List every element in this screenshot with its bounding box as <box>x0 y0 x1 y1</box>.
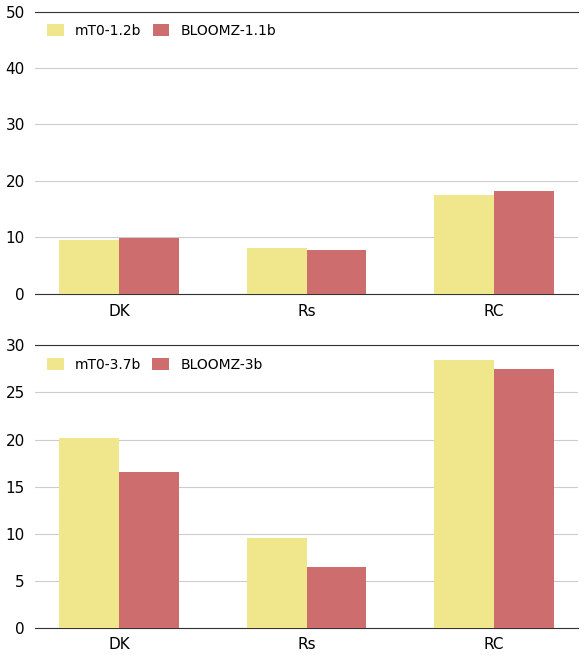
Bar <box>246 538 307 628</box>
Bar <box>60 438 119 628</box>
Bar <box>119 472 179 628</box>
Bar <box>494 191 554 294</box>
Bar <box>494 369 554 628</box>
Bar <box>307 567 367 628</box>
Bar <box>307 251 367 294</box>
Legend: mT0-3.7b, BLOOMZ-3b: mT0-3.7b, BLOOMZ-3b <box>41 353 268 378</box>
Bar <box>119 238 179 294</box>
Bar <box>246 247 307 294</box>
Bar <box>434 195 494 294</box>
Legend: mT0-1.2b, BLOOMZ-1.1b: mT0-1.2b, BLOOMZ-1.1b <box>41 18 281 43</box>
Bar <box>434 359 494 628</box>
Bar <box>60 240 119 294</box>
